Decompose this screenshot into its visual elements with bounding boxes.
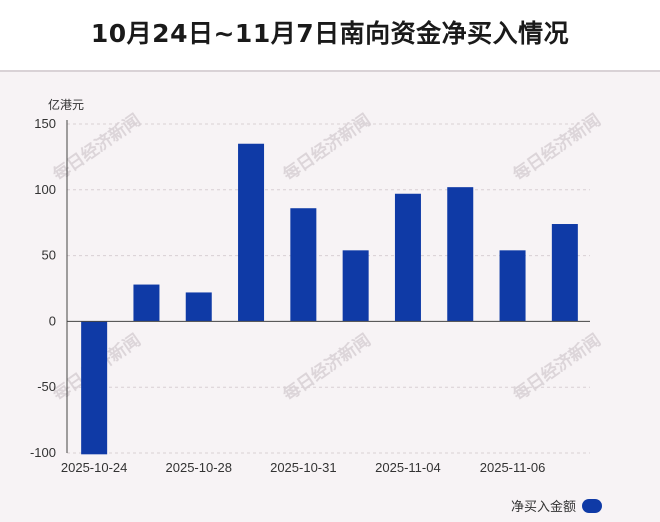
watermark-text: 每日经济新闻 <box>509 330 605 406</box>
bar <box>185 292 212 322</box>
legend-swatch <box>582 498 602 513</box>
axes <box>66 120 590 453</box>
bar <box>499 250 526 322</box>
y-tick-label: 50 <box>42 248 56 263</box>
bars-group <box>81 143 578 455</box>
bar <box>238 143 265 322</box>
title-bar: 10月24日~11月7日南向资金净买入情况 <box>0 0 660 72</box>
y-tick-label: -100 <box>30 445 56 460</box>
y-tick-label: -50 <box>37 379 56 394</box>
y-tick-label: 0 <box>49 313 56 328</box>
legend: 净买入金额 <box>511 496 602 515</box>
legend-label: 净买入金额 <box>510 500 576 515</box>
bar <box>81 321 108 455</box>
x-tick-label: 2025-11-04 <box>375 460 441 475</box>
bar <box>290 208 317 322</box>
chart-title: 10月24日~11月7日南向资金净买入情况 <box>90 19 570 48</box>
y-axis-label: 亿港元 <box>48 97 84 112</box>
bar <box>342 250 369 322</box>
bar <box>394 193 421 322</box>
x-tick-label: 2025-10-24 <box>61 460 128 475</box>
bar <box>133 284 160 322</box>
bar <box>447 187 474 322</box>
watermark-text: 每日经济新闻 <box>509 110 605 186</box>
bar-chart: 每日经济新闻每日经济新闻每日经济新闻每日经济新闻每日经济新闻每日经济新闻 150… <box>30 97 605 475</box>
watermark-text: 每日经济新闻 <box>279 110 375 186</box>
bar <box>551 224 578 322</box>
watermark-text: 每日经济新闻 <box>279 330 375 406</box>
x-tick-label: 2025-10-31 <box>270 460 337 475</box>
tick-labels: 150 100 50 0 -50 -100 亿港元 2025-10-24 2025-10-28 2… <box>30 97 545 475</box>
watermark-text: 每日经济新闻 <box>49 110 145 186</box>
x-tick-label: 2025-11-06 <box>480 460 546 475</box>
x-tick-label: 2025-10-28 <box>166 460 233 475</box>
y-tick-label: 100 <box>34 182 56 197</box>
y-tick-label: 150 <box>34 116 56 131</box>
